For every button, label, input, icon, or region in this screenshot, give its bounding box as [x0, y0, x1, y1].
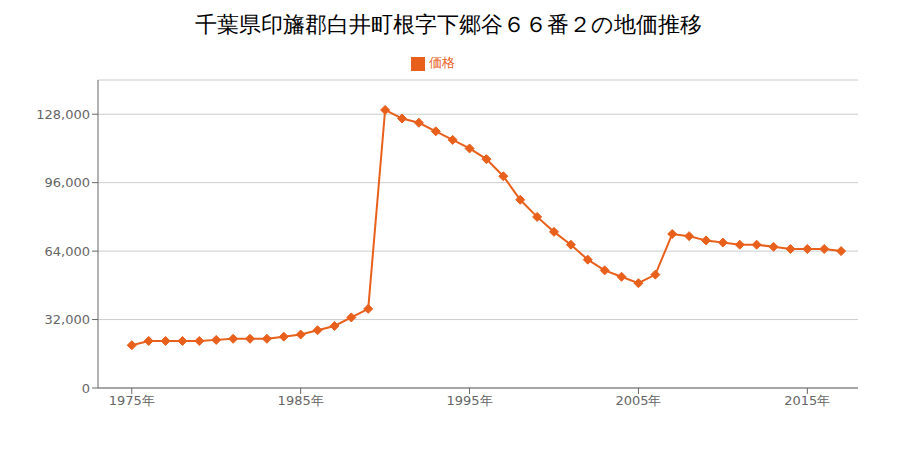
svg-text:128,000: 128,000 — [36, 107, 90, 122]
svg-text:2015年: 2015年 — [784, 393, 830, 408]
svg-text:1985年: 1985年 — [278, 393, 324, 408]
html-text:価格: 価格 — [429, 55, 455, 70]
svg-text:2005年: 2005年 — [615, 393, 661, 408]
svg-text:32,000: 32,000 — [45, 312, 91, 327]
html-text:千葉県印旛郡白井町根字下郷谷６６番２の地価推移: 千葉県印旛郡白井町根字下郷谷６６番２の地価推移 — [194, 12, 702, 37]
svg-text:1975年: 1975年 — [109, 393, 155, 408]
svg-text:0: 0 — [82, 381, 90, 396]
svg-text:1995年: 1995年 — [447, 393, 493, 408]
svg-text:96,000: 96,000 — [45, 175, 91, 190]
svg-text:64,000: 64,000 — [45, 244, 91, 259]
